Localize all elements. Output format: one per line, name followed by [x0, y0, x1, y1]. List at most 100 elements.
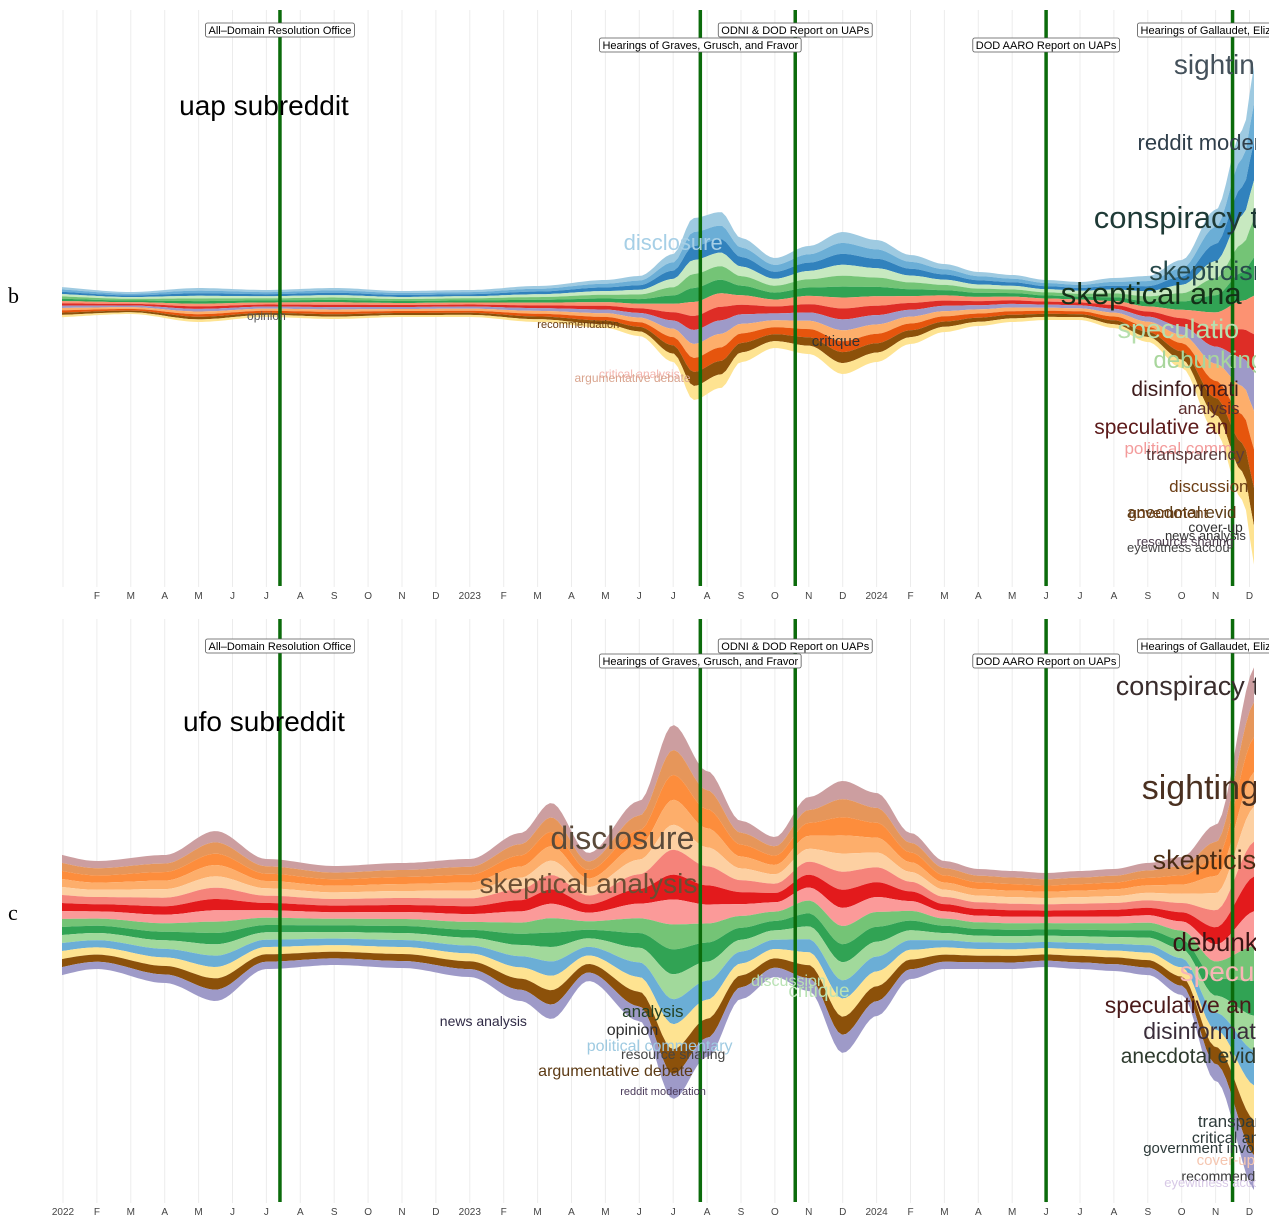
x-tick-label: J	[230, 591, 235, 602]
topic-label: discussion	[1169, 477, 1248, 496]
event-label-text: All–Domain Resolution Office	[209, 25, 352, 37]
topic-label: discussion	[751, 973, 826, 990]
x-tick-label: S	[331, 1207, 338, 1218]
x-tick-label: J	[671, 591, 676, 602]
event-label-box	[972, 37, 1120, 53]
topic-labels: disclosure skeptical analysis news analysi…	[440, 671, 1269, 1190]
x-tick-label: J	[264, 591, 269, 602]
x-tick-label: A	[1111, 1207, 1118, 1218]
x-tick-label: O	[1178, 1207, 1186, 1218]
stream-layer	[62, 874, 1254, 945]
stream-layers	[62, 65, 1254, 565]
x-tick-label: M	[601, 591, 609, 602]
x-tick-label: A	[568, 591, 575, 602]
topic-label: conspiracy th	[1094, 200, 1269, 235]
event-label-text: DOD AARO Report on UAPs	[976, 40, 1117, 52]
x-tick-label: M	[940, 1207, 948, 1218]
topic-label: disclosure	[550, 820, 694, 856]
event-label-box	[1137, 22, 1269, 38]
x-tick-label: 2023	[459, 591, 482, 602]
x-tick-label: J	[671, 1207, 676, 1218]
stream-layer	[62, 702, 1254, 886]
topic-label: opinion	[607, 1022, 659, 1039]
x-tick-label: J	[1044, 591, 1049, 602]
event-labels: All–Domain Resolution Office Hearings of …	[205, 638, 1269, 669]
x-tick-label: A	[297, 1207, 304, 1218]
stream-layer	[62, 303, 1254, 411]
panel-title: uap subreddit	[179, 90, 349, 121]
topic-label: critical analysis	[599, 367, 680, 381]
x-tick-label: A	[568, 1207, 575, 1218]
topic-label: anecdotal evid	[1127, 503, 1237, 522]
x-tick-label: N	[1212, 591, 1219, 602]
topic-label: speculative an	[1094, 416, 1228, 439]
x-tick-label: M	[127, 591, 135, 602]
x-tick-label: J	[264, 1207, 269, 1218]
x-tick-label: F	[907, 1207, 913, 1218]
topic-label: critique	[788, 981, 849, 1002]
x-tick-label: M	[533, 591, 541, 602]
topic-label: disinformati	[1143, 1018, 1261, 1044]
topic-label: transparency	[1146, 445, 1245, 464]
topic-label: news analysis	[440, 1013, 527, 1029]
x-tick-label: N	[805, 591, 812, 602]
x-tick-label: O	[364, 1207, 372, 1218]
topic-label: reddit moderation	[620, 1086, 706, 1098]
topic-label: reddit modera	[1138, 130, 1269, 155]
topic-label: political commentary	[587, 1038, 733, 1055]
stream-layer	[62, 938, 1254, 1086]
topic-label: disclosure	[624, 230, 723, 255]
stream-layer	[62, 293, 1254, 335]
x-tick-label: F	[907, 591, 913, 602]
event-label: ODNI & DOD Report on UAPs	[717, 638, 873, 654]
topic-label: resource sharing	[621, 1046, 725, 1062]
event-label: ODNI & DOD Report on UAPs	[717, 22, 873, 38]
stream-layer	[62, 958, 1254, 1190]
x-tick-label: M	[940, 591, 948, 602]
x-tick-label: O	[771, 591, 779, 602]
stream-layer	[62, 945, 1254, 1121]
event-labels: All–Domain Resolution Office Hearings of …	[205, 22, 1269, 53]
event-label: All–Domain Resolution Office	[205, 638, 355, 654]
topic-label: skeptical analysis	[480, 868, 698, 899]
panel-letter-b: b	[8, 283, 19, 308]
x-tick-label: D	[432, 591, 439, 602]
x-tick-label: 2022	[52, 1207, 75, 1218]
x-tick-label: D	[839, 591, 846, 602]
x-tick-label: D	[839, 1207, 846, 1218]
topic-label: government invo	[1143, 1140, 1254, 1157]
topic-label: disinformati	[1131, 378, 1238, 401]
x-tick-label: J	[1044, 1207, 1049, 1218]
event-label: DOD AARO Report on UAPs	[972, 653, 1120, 669]
event-label: Hearings of Graves, Grusch, and Fravor	[599, 37, 802, 53]
x-tick-label: J	[1078, 1207, 1083, 1218]
topic-label: skeptical ana	[1061, 276, 1243, 311]
event-label: Hearings of Gallaudet, Elizondo, Gold	[1137, 638, 1269, 654]
topic-label: anecdotal evid	[1121, 1045, 1256, 1068]
event-label-box	[717, 638, 873, 654]
x-tick-label: O	[1178, 591, 1186, 602]
x-tick-label: M	[194, 1207, 202, 1218]
stream-layer	[62, 310, 1254, 527]
topic-label: government	[1129, 505, 1209, 522]
topic-label: cover-up	[1197, 1152, 1255, 1169]
x-tick-label: 2024	[865, 591, 888, 602]
topic-label: speculative an	[1105, 992, 1252, 1018]
topic-label: transparenc	[1198, 1112, 1269, 1131]
stream-layer	[62, 312, 1254, 565]
x-tick-label: A	[161, 591, 168, 602]
event-label-text: Hearings of Graves, Grusch, and Fravor	[602, 40, 798, 52]
topic-label: conspiracy th	[1116, 671, 1269, 701]
event-label-text: ODNI & DOD Report on UAPs	[721, 641, 869, 653]
topic-labels: disclosure opinion recommendation critique c…	[247, 49, 1269, 555]
x-tick-label: J	[1078, 591, 1083, 602]
panel-title: ufo subreddit	[183, 706, 345, 737]
x-axis-ticks: F M A M J J A S O N D 2023 F M A M J J A S O N D 2024 F M A M J J A S O N…	[94, 591, 1253, 602]
topic-label: critique	[812, 333, 860, 350]
x-tick-label: F	[94, 1207, 100, 1218]
topic-label: debunking	[1153, 347, 1264, 374]
stream-layer	[62, 307, 1254, 450]
x-tick-label: A	[161, 1207, 168, 1218]
x-tick-label: D	[432, 1207, 439, 1218]
topic-label: eyewitness accou	[1164, 1175, 1267, 1190]
